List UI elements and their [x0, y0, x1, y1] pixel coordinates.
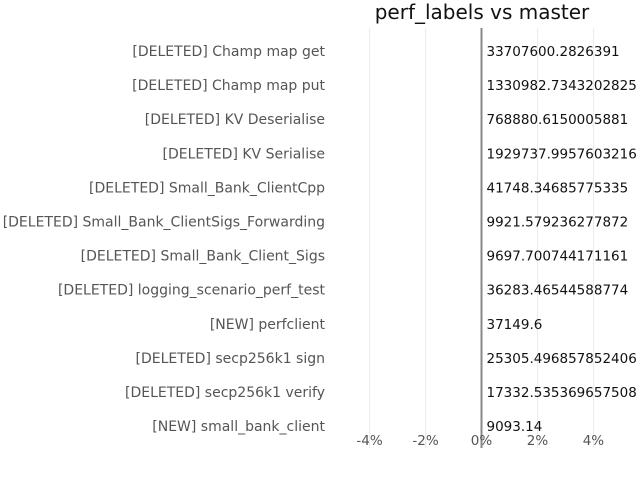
x-tick-label: 4%	[583, 433, 605, 449]
x-axis-ticks: -4% -2% 0% 2% 4%	[356, 433, 604, 449]
category-label: [DELETED] Small_Bank_ClientCpp	[89, 180, 325, 196]
value-label: 33707600.2826391	[487, 44, 620, 60]
value-label: 1929737.9957603216	[487, 146, 637, 162]
category-label: [DELETED] secp256k1 sign	[136, 351, 325, 367]
value-label: 41748.34685775335	[487, 180, 629, 196]
category-label: [DELETED] Champ map put	[132, 78, 325, 94]
x-tick-label: -2%	[412, 433, 438, 449]
chart-title: perf_labels vs master	[375, 0, 590, 24]
category-label: [DELETED] KV Serialise	[163, 146, 325, 162]
value-labels: 33707600.2826391 1330982.7343202825 768880…	[487, 44, 637, 435]
value-label: 36283.46544588774	[487, 283, 629, 299]
category-labels: [DELETED] Champ map get [DELETED] Champ m…	[3, 44, 326, 435]
category-label: [DELETED] Champ map get	[132, 44, 325, 60]
x-tick-label: 0%	[471, 433, 493, 449]
value-label: 9921.579236277872	[487, 215, 629, 231]
value-label: 768880.6150005881	[487, 112, 629, 128]
category-label: [DELETED] logging_scenario_perf_test	[58, 283, 326, 299]
value-label: 9697.700744171161	[487, 249, 629, 265]
value-label: 37149.6	[487, 317, 543, 333]
category-label: [NEW] small_bank_client	[152, 419, 325, 435]
value-label: 17332.535369657508	[487, 385, 637, 401]
category-label: [DELETED] KV Deserialise	[145, 112, 325, 128]
value-label: 9093.14	[487, 419, 543, 435]
category-label: [DELETED] secp256k1 verify	[125, 385, 325, 401]
x-tick-label: 2%	[527, 433, 549, 449]
category-label: [NEW] perfclient	[210, 317, 326, 333]
value-label: 25305.496857852406	[487, 351, 637, 367]
x-tick-label: -4%	[356, 433, 382, 449]
category-label: [DELETED] Small_Bank_ClientSigs_Forwardi…	[3, 215, 325, 231]
category-label: [DELETED] Small_Bank_Client_Sigs	[81, 249, 325, 265]
value-label: 1330982.7343202825	[487, 78, 637, 94]
grid-lines	[369, 28, 594, 448]
